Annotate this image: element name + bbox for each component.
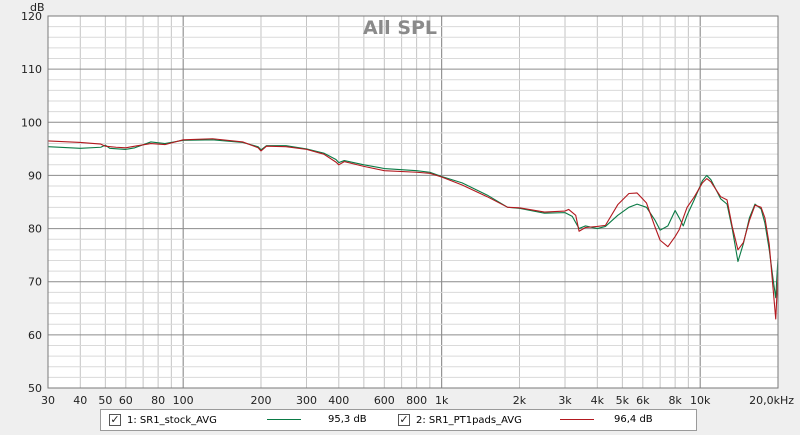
series-line-1 xyxy=(47,139,779,299)
x-tick-label: 100 xyxy=(173,394,194,407)
x-tick-label: 60 xyxy=(119,394,133,407)
legend-checkbox-1[interactable]: ✓ xyxy=(109,413,121,426)
x-tick-label: 200 xyxy=(250,394,271,407)
x-tick-label: 2k xyxy=(513,394,527,407)
x-tick-label: 50 xyxy=(98,394,112,407)
x-tick-label: 400 xyxy=(328,394,349,407)
legend-checkbox-2[interactable]: ✓ xyxy=(398,413,410,426)
legend-swatch-1 xyxy=(267,419,301,420)
x-tick-labels: 30 40 50 60 80 100 200 300 400 600 800 1k 2k 3k 4k 5k 6k… xyxy=(41,394,794,407)
y-tick-label: 120 xyxy=(21,10,42,23)
legend: ✓ 1: SR1_stock_AVG 95,3 dB ✓ 2: SR1_PT1p… xyxy=(100,409,697,431)
legend-value-1: 95,3 dB xyxy=(328,414,367,425)
x-tick-label: 6k xyxy=(636,394,650,407)
legend-series-name-1: 1: SR1_stock_AVG xyxy=(127,414,217,426)
series-line-2 xyxy=(47,138,779,320)
legend-series-name-2: 2: SR1_PT1pads_AVG xyxy=(416,414,522,426)
legend-item-1[interactable]: ✓ 1: SR1_stock_AVG xyxy=(109,412,217,428)
x-tick-label: 10k xyxy=(690,394,711,407)
plot-border xyxy=(47,15,779,389)
x-tick-label: 20,0kHz xyxy=(749,394,794,407)
x-tick-label: 4k xyxy=(591,394,605,407)
x-tick-label: 80 xyxy=(151,394,165,407)
y-tick-label: 110 xyxy=(21,63,42,76)
x-tick-label: 30 xyxy=(41,394,55,407)
x-tick-label: 1k xyxy=(435,394,449,407)
legend-item-2[interactable]: ✓ 2: SR1_PT1pads_AVG xyxy=(398,412,522,428)
y-tick-label: 90 xyxy=(28,169,42,182)
x-tick-label: 3k xyxy=(558,394,572,407)
y-tick-label: 60 xyxy=(28,329,42,342)
x-tick-label: 300 xyxy=(296,394,317,407)
series-lines xyxy=(47,138,779,320)
y-tick-label: 50 xyxy=(28,382,42,395)
legend-value-2: 96,4 dB xyxy=(614,414,653,425)
x-tick-label: 8k xyxy=(668,394,682,407)
legend-swatch-2 xyxy=(560,419,594,420)
x-tick-label: 5k xyxy=(616,394,630,407)
x-tick-label: 800 xyxy=(406,394,427,407)
y-tick-label: 100 xyxy=(21,116,42,129)
y-tick-label: 70 xyxy=(28,276,42,289)
y-axis-label: dB xyxy=(30,1,45,14)
chart-title: All SPL xyxy=(363,17,437,39)
plot-area xyxy=(48,16,778,388)
x-tick-label: 40 xyxy=(73,394,87,407)
y-tick-labels: 50 60 70 80 90 100 110 120 xyxy=(21,10,42,395)
x-tick-label: 600 xyxy=(374,394,395,407)
y-tick-label: 80 xyxy=(28,223,42,236)
grid-lines xyxy=(47,15,779,389)
